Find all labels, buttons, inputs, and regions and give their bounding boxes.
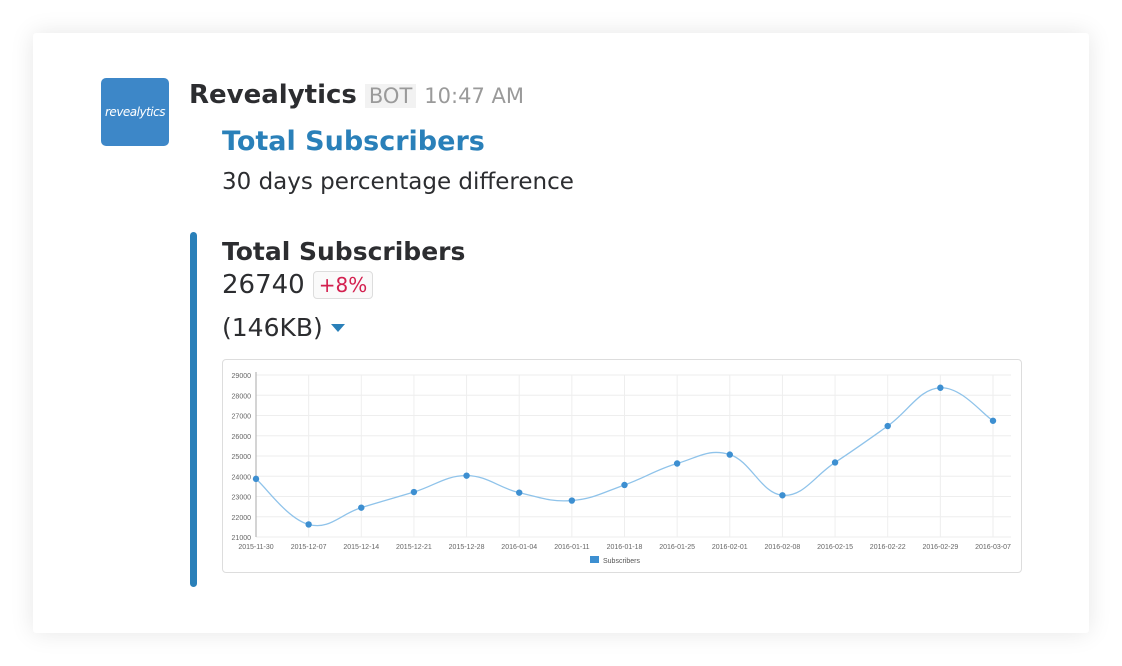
file-size-row: (146KB)	[222, 313, 345, 342]
y-tick-label: 21000	[232, 535, 252, 542]
data-point	[673, 460, 681, 467]
data-point	[989, 417, 997, 424]
x-tick-label: 2016-02-08	[765, 544, 801, 551]
x-tick-label: 2016-01-04	[501, 544, 537, 551]
y-tick-label: 25000	[232, 454, 252, 461]
series-line	[255, 387, 994, 527]
change-badge: +8%	[312, 271, 374, 299]
x-tick-label: 2016-01-11	[554, 544, 589, 551]
avatar[interactable]: revealytics	[101, 78, 169, 146]
bot-badge: BOT	[364, 84, 417, 108]
chart-image[interactable]: 21000 22000 23000 24000 25000 26000 27000 28000…	[222, 359, 1022, 573]
data-point	[621, 481, 628, 489]
message-title-link[interactable]: Total Subscribers	[222, 126, 485, 157]
line-chart: 21000 22000 23000 24000 25000 26000 27000 28000…	[232, 372, 1011, 565]
y-tick-label: 26000	[232, 434, 252, 441]
x-tick-label: 2015-11-30	[238, 544, 273, 551]
sender-name[interactable]: Revealytics	[189, 80, 357, 110]
data-point	[726, 451, 733, 458]
timestamp[interactable]: 10:47 AM	[424, 84, 524, 108]
attachment-value-row: 26740 +8%	[222, 270, 374, 300]
legend-label: Subscribers	[603, 558, 640, 565]
data-point	[252, 475, 260, 483]
data-point	[831, 459, 839, 466]
file-size: (146KB)	[222, 313, 323, 342]
x-tick-label: 2016-02-29	[922, 544, 958, 551]
data-point	[568, 497, 576, 504]
data-point	[884, 422, 891, 430]
message-header: Revealytics BOT 10:47 AM	[189, 80, 524, 110]
attachment-accent-bar	[190, 232, 197, 587]
y-tick-label: 29000	[232, 373, 252, 380]
x-tick-label: 2016-02-22	[870, 544, 906, 551]
x-tick-label: 2015-12-28	[449, 544, 485, 551]
y-tick-label: 24000	[232, 474, 252, 481]
data-point	[358, 504, 365, 511]
data-point	[305, 521, 312, 528]
x-tick-label: 2016-01-25	[659, 544, 695, 551]
subscriber-count: 26740	[222, 270, 305, 300]
y-tick-label: 27000	[232, 414, 252, 421]
x-tick-label: 2015-12-21	[396, 544, 432, 551]
data-point	[463, 472, 470, 479]
x-tick-label: 2015-12-14	[343, 544, 379, 551]
data-point	[779, 492, 786, 499]
y-tick-label: 22000	[232, 515, 252, 522]
legend-swatch	[590, 556, 599, 563]
x-tick-label: 2016-03-07	[975, 544, 1011, 551]
attachment-title: Total Subscribers	[222, 237, 466, 266]
message-subtitle: 30 days percentage difference	[222, 169, 574, 195]
x-tick-label: 2016-02-15	[817, 544, 853, 551]
x-tick-label: 2016-02-01	[712, 544, 748, 551]
data-point	[937, 384, 944, 391]
y-tick-label: 23000	[232, 495, 252, 502]
data-point	[410, 488, 418, 496]
caret-down-icon[interactable]	[330, 323, 345, 332]
y-tick-label: 28000	[232, 393, 252, 400]
x-tick-label: 2016-01-18	[607, 544, 643, 551]
avatar-logo-text: revealytics	[105, 105, 165, 119]
x-tick-label: 2015-12-07	[291, 544, 327, 551]
data-point	[516, 489, 523, 496]
